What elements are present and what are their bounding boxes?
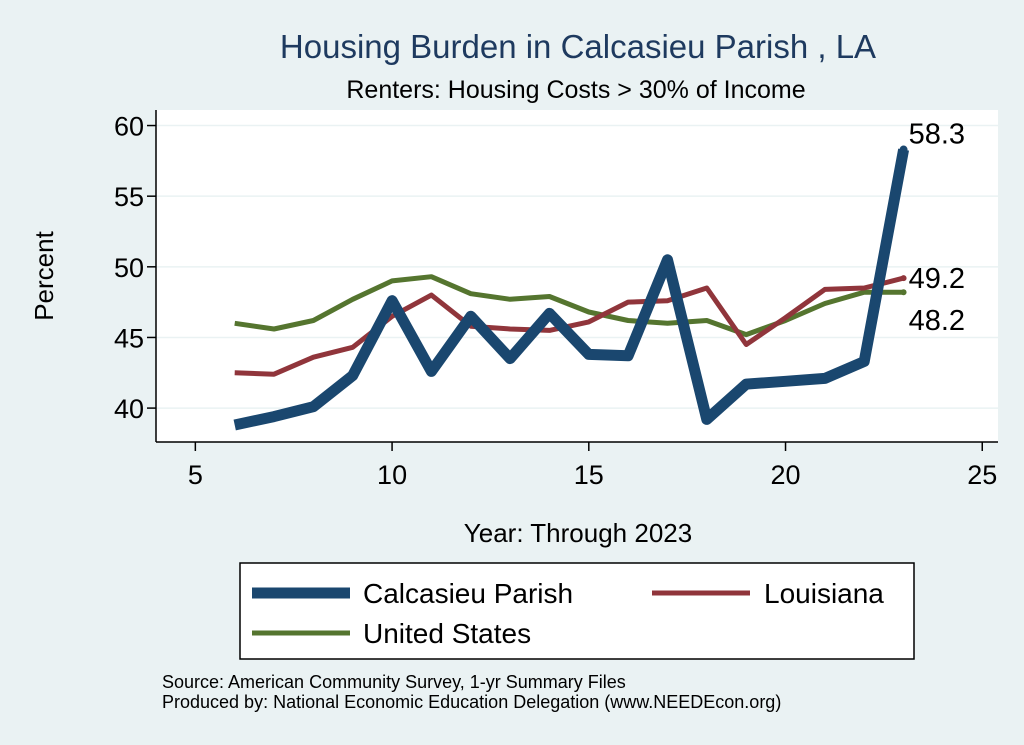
plot-area (156, 110, 998, 442)
chart-title: Housing Burden in Calcasieu Parish , LA (280, 28, 876, 65)
y-tick-label: 40 (114, 394, 144, 424)
end-labels: 58.3 49.2 48.2 (909, 119, 965, 338)
x-tick-label: 5 (188, 460, 203, 490)
end-value-label: 58.3 (909, 119, 965, 151)
y-tick-label: 45 (114, 323, 144, 353)
legend-box (239, 562, 915, 660)
legend-label-united-states: United States (363, 618, 531, 649)
gridlines (156, 124, 998, 409)
legend: Calcasieu Parish Louisiana United States (239, 562, 915, 660)
y-tick-label: 55 (114, 182, 144, 212)
x-tick-label: 15 (574, 460, 604, 490)
x-axis-label: Year: Through 2023 (464, 518, 692, 548)
end-value-label: 49.2 (909, 263, 965, 295)
series-line-united-states (234, 274, 904, 338)
chart-subtitle: Renters: Housing Costs > 30% of Income (346, 76, 805, 104)
series-end-point (900, 289, 907, 296)
producer-note: Produced by: National Economic Education… (162, 692, 781, 712)
series-end-point (900, 275, 907, 282)
y-tick-label: 50 (114, 253, 144, 283)
x-tick-label: 25 (967, 460, 997, 490)
y-axis-label: Percent (29, 230, 59, 320)
series-end-point (899, 145, 908, 154)
y-tick-label: 60 (114, 112, 144, 142)
series-group (233, 145, 910, 431)
y-axis-ticks: 40 45 50 55 60 (114, 112, 156, 424)
x-axis-ticks: 5 10 15 20 25 (188, 442, 997, 490)
series-line-calcasieu-parish (233, 148, 910, 431)
x-tick-label: 10 (377, 460, 407, 490)
legend-label-calcasieu: Calcasieu Parish (363, 578, 573, 609)
end-value-label: 48.2 (909, 305, 965, 337)
legend-label-louisiana: Louisiana (764, 578, 884, 609)
source-note: Source: American Community Survey, 1-yr … (162, 672, 626, 692)
axes (155, 110, 998, 443)
x-tick-label: 20 (771, 460, 801, 490)
